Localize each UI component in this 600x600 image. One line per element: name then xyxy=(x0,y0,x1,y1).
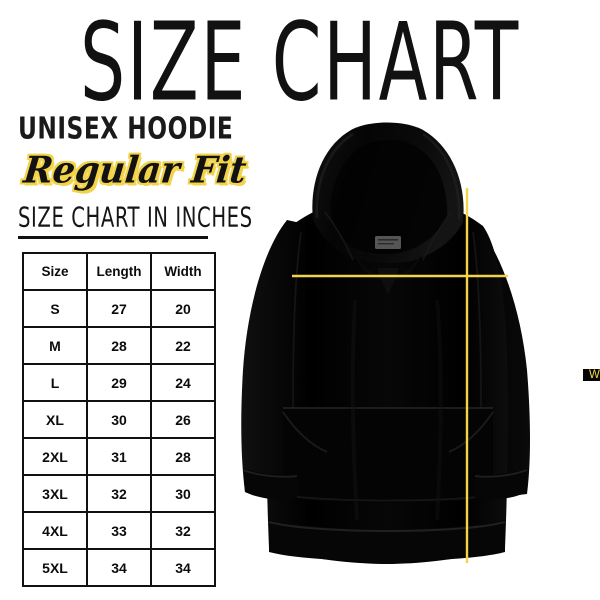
cell-size: S xyxy=(22,289,88,328)
shoulder-seam-left xyxy=(324,211,354,261)
cell-length: 27 xyxy=(86,289,152,328)
cell-size: XL xyxy=(22,400,88,439)
column-header-length: Length xyxy=(86,252,152,291)
pocket-opening-right xyxy=(448,411,494,453)
table-row: 4XL 33 32 xyxy=(22,511,216,550)
table-row: L 29 24 xyxy=(22,363,216,402)
cell-length: 29 xyxy=(86,363,152,402)
cell-length: 30 xyxy=(86,400,152,439)
cell-width: 22 xyxy=(150,326,216,365)
table-row: 3XL 32 30 xyxy=(22,474,216,513)
column-header-width: Width xyxy=(150,252,216,291)
heading-underline xyxy=(18,236,208,239)
cell-width: 28 xyxy=(150,437,216,476)
table-row: 5XL 34 34 xyxy=(22,548,216,587)
width-measure-label: WIDTH xyxy=(583,369,600,381)
shoulder-seam-right xyxy=(422,211,452,261)
table-row: XL 30 26 xyxy=(22,400,216,439)
hoodie-illustration: WIDTH LENGTH xyxy=(205,100,600,600)
cell-length: 32 xyxy=(86,474,152,513)
cell-length: 34 xyxy=(86,548,152,587)
neck-tag-line xyxy=(378,239,398,241)
cell-width: 32 xyxy=(150,511,216,550)
cuff-right-seam xyxy=(474,469,528,478)
hood-rim-left xyxy=(315,132,354,219)
fabric-fold xyxy=(350,299,359,521)
neck-tag-line xyxy=(378,243,394,245)
table-header-row: Size Length Width xyxy=(22,252,216,291)
cell-size: 3XL xyxy=(22,474,88,513)
cell-width: 30 xyxy=(150,474,216,513)
cell-size: 5XL xyxy=(22,548,88,587)
fabric-fold xyxy=(435,299,443,521)
cell-length: 33 xyxy=(86,511,152,550)
cell-width: 26 xyxy=(150,400,216,439)
table-row: 2XL 31 28 xyxy=(22,437,216,476)
table-row: S 27 20 xyxy=(22,289,216,328)
collar-v xyxy=(377,268,399,294)
neck-tag xyxy=(375,236,401,249)
size-table: Size Length Width S 27 20 M 28 22 L 29 2… xyxy=(22,252,216,587)
table-row: M 28 22 xyxy=(22,326,216,365)
cell-length: 31 xyxy=(86,437,152,476)
cuff-left-seam xyxy=(242,469,298,478)
cell-size: 2XL xyxy=(22,437,88,476)
hood-inner xyxy=(330,140,448,255)
hood-rim-right xyxy=(422,132,461,221)
pocket-opening-left xyxy=(282,411,328,453)
cell-width: 24 xyxy=(150,363,216,402)
collar xyxy=(353,252,423,282)
product-name: UNISEX HOODIE xyxy=(18,111,234,147)
cell-size: 4XL xyxy=(22,511,88,550)
kangaroo-pocket xyxy=(283,408,493,503)
page-title: SIZE CHART xyxy=(79,0,520,126)
cell-size: L xyxy=(22,363,88,402)
waistband-seam xyxy=(268,521,506,532)
units-heading: SIZE CHART IN INCHES xyxy=(18,202,253,234)
cell-width: 20 xyxy=(150,289,216,328)
cell-size: M xyxy=(22,326,88,365)
hoodie-graphic xyxy=(241,122,530,564)
cell-width: 34 xyxy=(150,548,216,587)
column-header-size: Size xyxy=(22,252,88,291)
cell-length: 28 xyxy=(86,326,152,365)
